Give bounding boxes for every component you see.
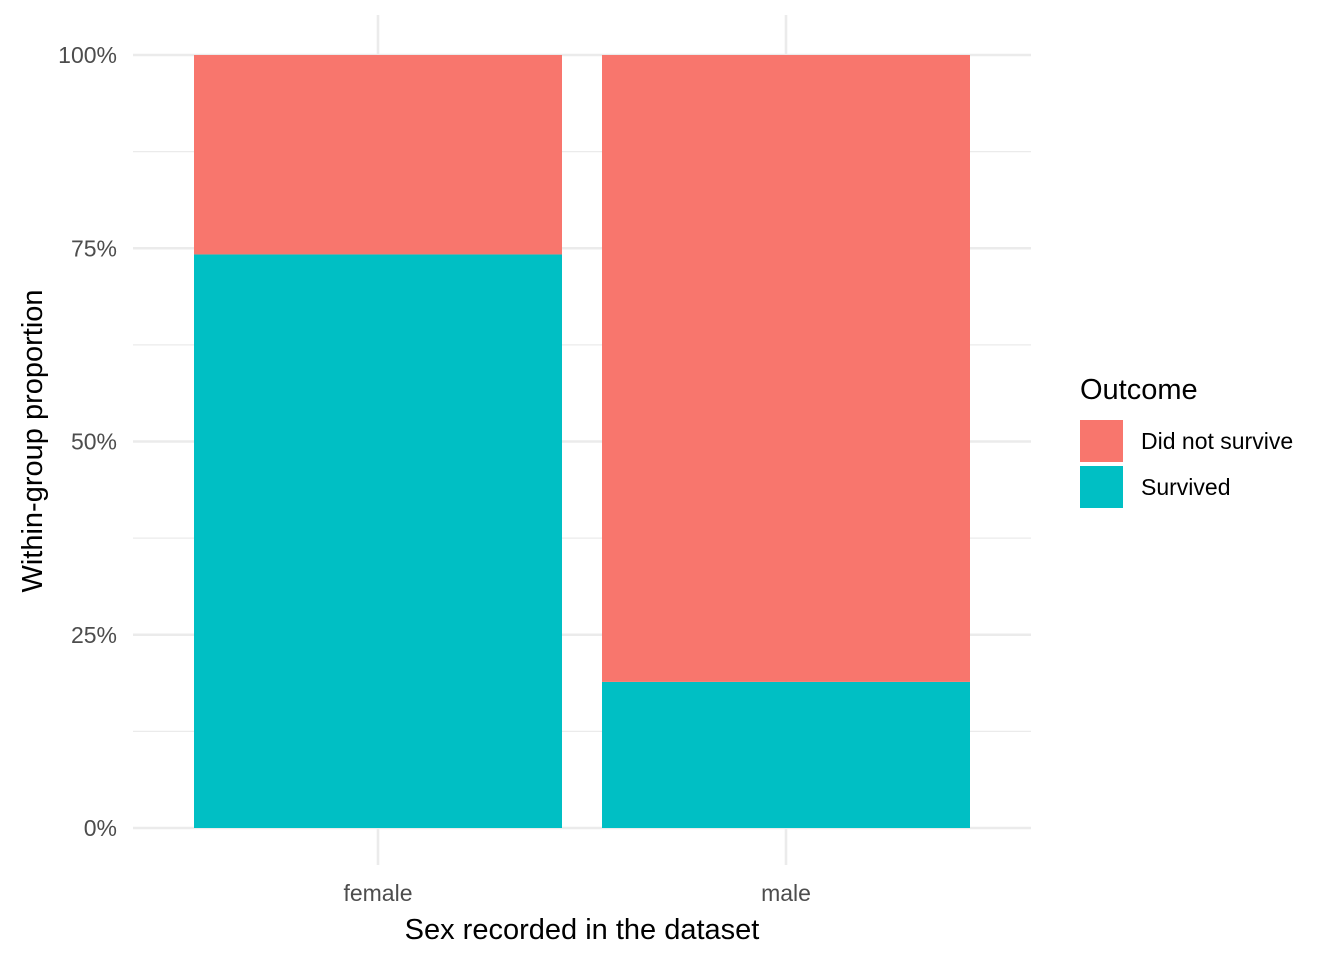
legend-key-survived — [1080, 466, 1123, 508]
x-axis-tick-labels: female male — [343, 880, 810, 906]
y-tick-label: 25% — [71, 622, 117, 648]
bar-male-survived — [602, 681, 970, 828]
legend-label: Did not survive — [1141, 428, 1293, 454]
bar-female-survived — [194, 254, 562, 828]
x-tick-label: male — [761, 880, 811, 906]
legend: Outcome Did not survive Survived — [1080, 374, 1293, 508]
bar-female-did-not-survive — [194, 55, 562, 255]
y-axis-title: Within-group proportion — [17, 289, 49, 592]
legend-label: Survived — [1141, 474, 1230, 500]
legend-title: Outcome — [1080, 374, 1198, 406]
y-tick-label: 100% — [58, 42, 117, 68]
x-tick-label: female — [343, 880, 412, 906]
y-tick-label: 50% — [71, 429, 117, 455]
y-tick-label: 75% — [71, 235, 117, 261]
legend-entries: Did not survive Survived — [1080, 420, 1293, 508]
x-axis-title: Sex recorded in the dataset — [405, 914, 760, 946]
y-axis-tick-labels: 0% 25% 50% 75% 100% — [58, 42, 117, 841]
y-tick-label: 0% — [84, 815, 117, 841]
bars — [194, 55, 970, 828]
bar-male-did-not-survive — [602, 55, 970, 682]
legend-key-did-not-survive — [1080, 420, 1123, 462]
